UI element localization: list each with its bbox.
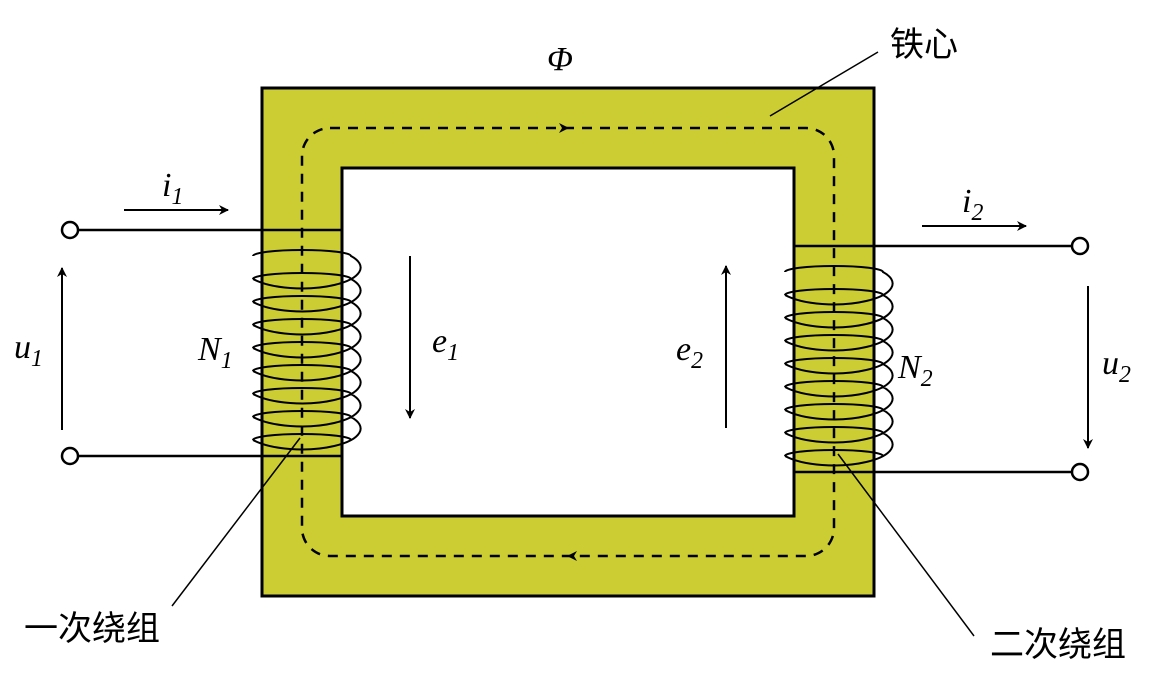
label-e1: e1 — [432, 323, 459, 366]
terminal-primary-top — [62, 222, 78, 238]
iron-core — [262, 88, 874, 596]
label-core: 铁心 — [890, 26, 958, 64]
label-N1: N1 — [197, 331, 233, 374]
label-i2: i2 — [962, 183, 983, 226]
terminal-secondary-bot — [1072, 464, 1088, 480]
label-primary-winding: 一次绕组 — [24, 610, 160, 648]
label-u1: u1 — [14, 329, 43, 372]
label-secondary-winding: 二次绕组 — [990, 626, 1126, 664]
label-phi: Φ — [547, 41, 573, 78]
label-e2: e2 — [676, 331, 703, 374]
flux-loop — [302, 128, 834, 556]
terminal-primary-bot — [62, 448, 78, 464]
label-u2: u2 — [1102, 345, 1131, 388]
label-i1: i1 — [162, 167, 183, 210]
label-N2: N2 — [897, 349, 933, 392]
terminal-secondary-top — [1072, 238, 1088, 254]
